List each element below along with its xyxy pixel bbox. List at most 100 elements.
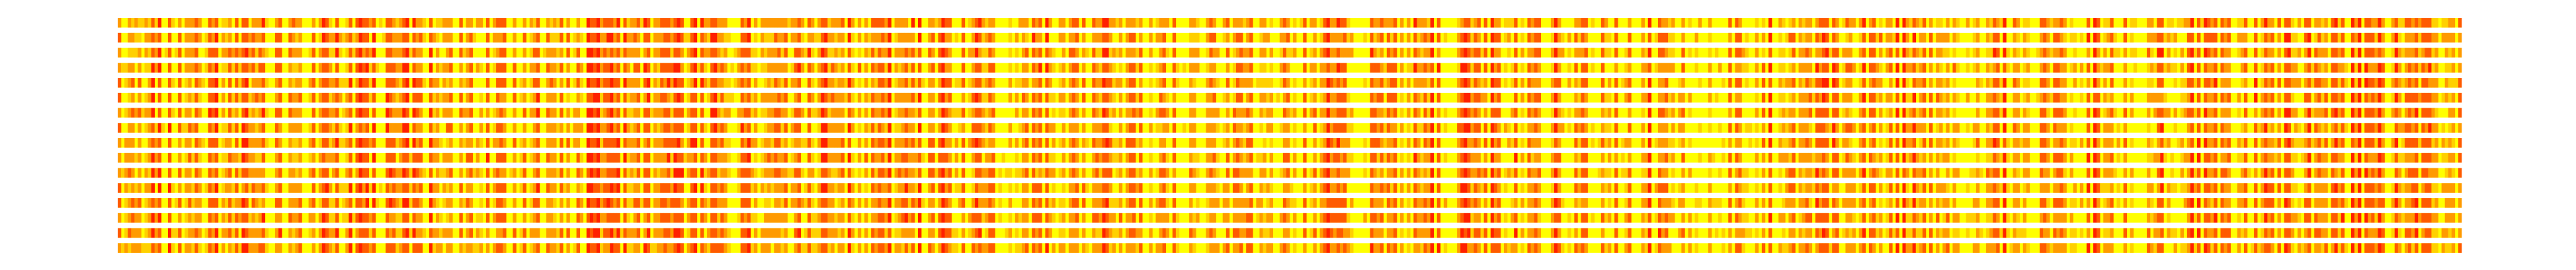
heatmap-cell	[2261, 32, 2264, 43]
heatmap-cell	[2069, 152, 2074, 163]
heatmap-cell	[686, 123, 691, 133]
heatmap-cell	[2451, 48, 2456, 58]
heatmap-cell	[753, 168, 758, 178]
heatmap-cell	[2167, 138, 2171, 148]
heatmap-cell	[231, 92, 235, 103]
heatmap-cell	[673, 123, 677, 133]
heatmap-cell	[1390, 152, 1394, 163]
heatmap-cell	[1256, 152, 1260, 163]
heatmap-cell	[1032, 18, 1036, 28]
heatmap-cell	[975, 138, 979, 148]
heatmap-cell	[1755, 18, 1759, 28]
heatmap-cell	[349, 108, 353, 118]
heatmap-cell	[1400, 92, 1404, 103]
heatmap-cell	[1118, 123, 1123, 133]
heatmap-cell	[884, 32, 888, 43]
heatmap-cell	[817, 32, 821, 43]
heatmap-cell	[1665, 18, 1669, 28]
heatmap-cell	[1370, 108, 1374, 118]
heatmap-cell	[2243, 32, 2248, 43]
heatmap-cell	[610, 63, 614, 73]
heatmap-cell	[118, 108, 122, 118]
heatmap-cell	[2354, 138, 2358, 148]
heatmap-cell	[901, 92, 905, 103]
heatmap-cell	[1628, 63, 1632, 73]
heatmap-cell	[1895, 123, 1899, 133]
heatmap-cell	[1936, 108, 1940, 118]
heatmap-cell	[2190, 123, 2194, 133]
heatmap-cell	[1530, 152, 1534, 163]
heatmap-cell	[2368, 152, 2372, 163]
heatmap-cell	[837, 123, 841, 133]
heatmap-cell	[1319, 168, 1323, 178]
heatmap-cell	[596, 108, 601, 118]
heatmap-cell	[2170, 18, 2174, 28]
heatmap-cell	[961, 18, 966, 28]
heatmap-cell	[800, 48, 805, 58]
heatmap-cell	[1068, 18, 1073, 28]
heatmap-cell	[1872, 138, 1876, 148]
heatmap-cell	[1118, 168, 1123, 178]
heatmap-cell	[844, 92, 848, 103]
heatmap-cell	[1068, 78, 1073, 88]
heatmap-cell	[1427, 92, 1431, 103]
heatmap-cell	[1574, 152, 1578, 163]
heatmap-cell	[2270, 92, 2274, 103]
heatmap-cell	[911, 138, 915, 148]
heatmap-cell	[1132, 168, 1136, 178]
heatmap-cell	[1530, 168, 1534, 178]
heatmap-cell	[2036, 48, 2040, 58]
heatmap-cell	[1159, 92, 1163, 103]
heatmap-cell	[1842, 48, 1846, 58]
heatmap-cell	[1986, 18, 1990, 28]
heatmap-cell	[814, 108, 818, 118]
heatmap-cell	[1939, 152, 1943, 163]
heatmap-cell	[1263, 152, 1267, 163]
heatmap-cell	[415, 123, 419, 133]
heatmap-cell	[349, 18, 353, 28]
heatmap-cell	[954, 152, 959, 163]
heatmap-cell	[2040, 92, 2044, 103]
heatmap-cell	[2204, 18, 2208, 28]
heatmap-cell	[1490, 78, 1495, 88]
heatmap-cell	[1206, 32, 1210, 43]
heatmap-cell	[1802, 108, 1806, 118]
heatmap-cell	[449, 78, 453, 88]
heatmap-cell	[1862, 92, 1866, 103]
heatmap-cell	[358, 138, 362, 148]
heatmap-cell	[493, 108, 497, 118]
heatmap-cell	[928, 152, 932, 163]
heatmap-cell	[1879, 108, 1883, 118]
heatmap-cell	[1467, 63, 1471, 73]
heatmap-cell	[1768, 63, 1772, 73]
heatmap-cell	[238, 48, 242, 58]
heatmap-cell	[2350, 92, 2355, 103]
heatmap-cell	[667, 63, 671, 73]
heatmap-cell	[1782, 63, 1786, 73]
heatmap-cell	[493, 48, 497, 58]
heatmap-cell	[1373, 123, 1377, 133]
heatmap-cell	[1025, 32, 1029, 43]
heatmap-cell	[188, 48, 192, 58]
heatmap-cell	[827, 138, 831, 148]
heatmap-cell	[821, 168, 825, 178]
heatmap-cell	[2404, 108, 2409, 118]
heatmap-cell	[2069, 123, 2074, 133]
heatmap-cell	[412, 92, 416, 103]
heatmap-cell	[2274, 138, 2278, 148]
heatmap-cell	[2204, 138, 2208, 148]
heatmap-cell	[1075, 123, 1079, 133]
heatmap-cell	[1470, 92, 1474, 103]
heatmap-cell	[1467, 18, 1471, 28]
heatmap-cell	[1480, 48, 1484, 58]
heatmap-cell	[2354, 48, 2358, 58]
heatmap-cell	[1530, 138, 1534, 148]
heatmap-cell	[2026, 152, 2030, 163]
heatmap-cell	[335, 78, 339, 88]
heatmap-cell	[2110, 138, 2114, 148]
heatmap-cell	[2421, 123, 2425, 133]
heatmap-cell	[1045, 32, 1049, 43]
heatmap-cell	[1647, 138, 1652, 148]
heatmap-cell	[2434, 63, 2438, 73]
heatmap-cell	[402, 48, 406, 58]
